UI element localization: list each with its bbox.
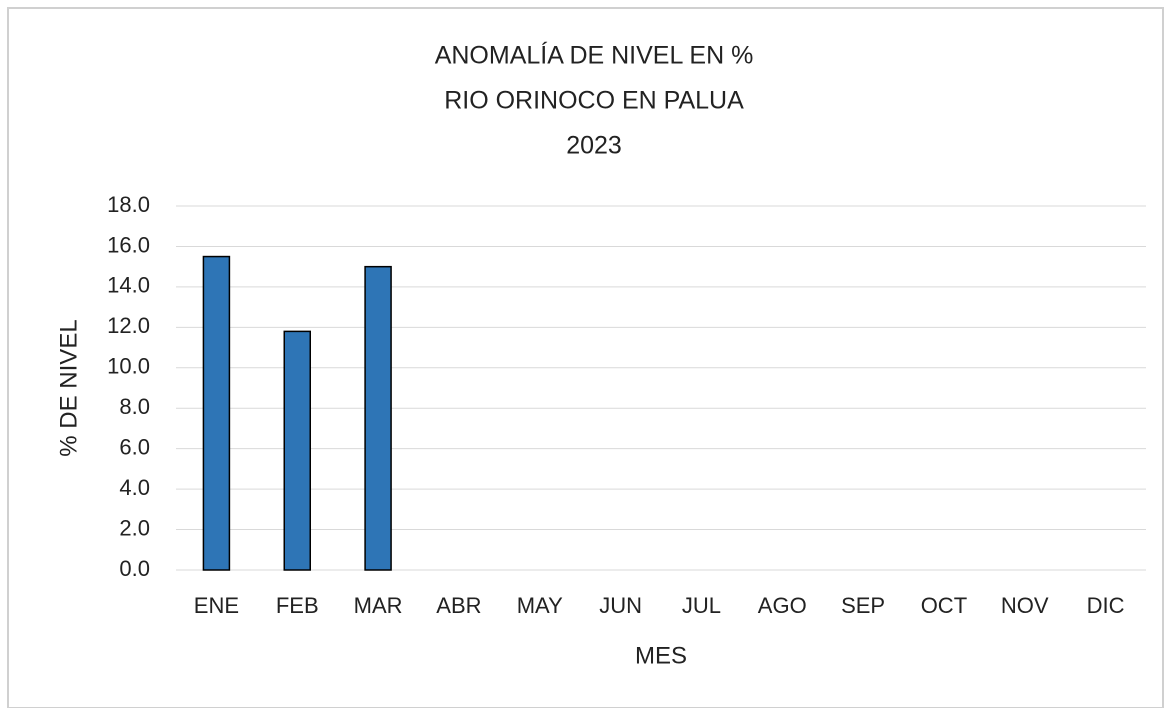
x-tick-label: MAY: [517, 593, 563, 618]
y-tick-label: 0.0: [119, 556, 150, 581]
y-tick-label: 14.0: [107, 273, 150, 298]
x-tick-label: MAR: [354, 593, 403, 618]
x-axis-title: MES: [635, 642, 687, 669]
x-tick-label: OCT: [921, 593, 967, 618]
x-tick-label: JUN: [599, 593, 642, 618]
x-tick-label: SEP: [841, 593, 885, 618]
y-tick-label: 10.0: [107, 354, 150, 379]
y-tick-label: 4.0: [119, 475, 150, 500]
x-tick-label: DIC: [1087, 593, 1125, 618]
x-tick-label: ENE: [194, 593, 239, 618]
y-axis-title: % DE NIVEL: [55, 319, 82, 456]
chart-title: 2023: [566, 132, 622, 160]
bar: [283, 330, 311, 571]
chart-title: ANOMALÍA DE NIVEL EN %: [435, 41, 754, 70]
chart-frame: [7, 7, 1164, 708]
y-tick-label: 6.0: [119, 434, 150, 459]
y-tick-label: 8.0: [119, 394, 150, 419]
y-tick-label: 12.0: [107, 313, 150, 338]
chart-title: RIO ORINOCO EN PALUA: [444, 87, 744, 115]
y-tick-label: 18.0: [107, 192, 150, 217]
y-tick-label: 2.0: [119, 515, 150, 540]
bar: [364, 265, 392, 571]
y-tick-label: 16.0: [107, 232, 150, 257]
x-tick-label: AGO: [758, 593, 807, 618]
x-tick-label: FEB: [276, 593, 319, 618]
x-tick-label: NOV: [1001, 593, 1049, 618]
x-tick-label: ABR: [436, 593, 481, 618]
bar: [202, 255, 231, 571]
x-tick-label: JUL: [682, 593, 721, 618]
